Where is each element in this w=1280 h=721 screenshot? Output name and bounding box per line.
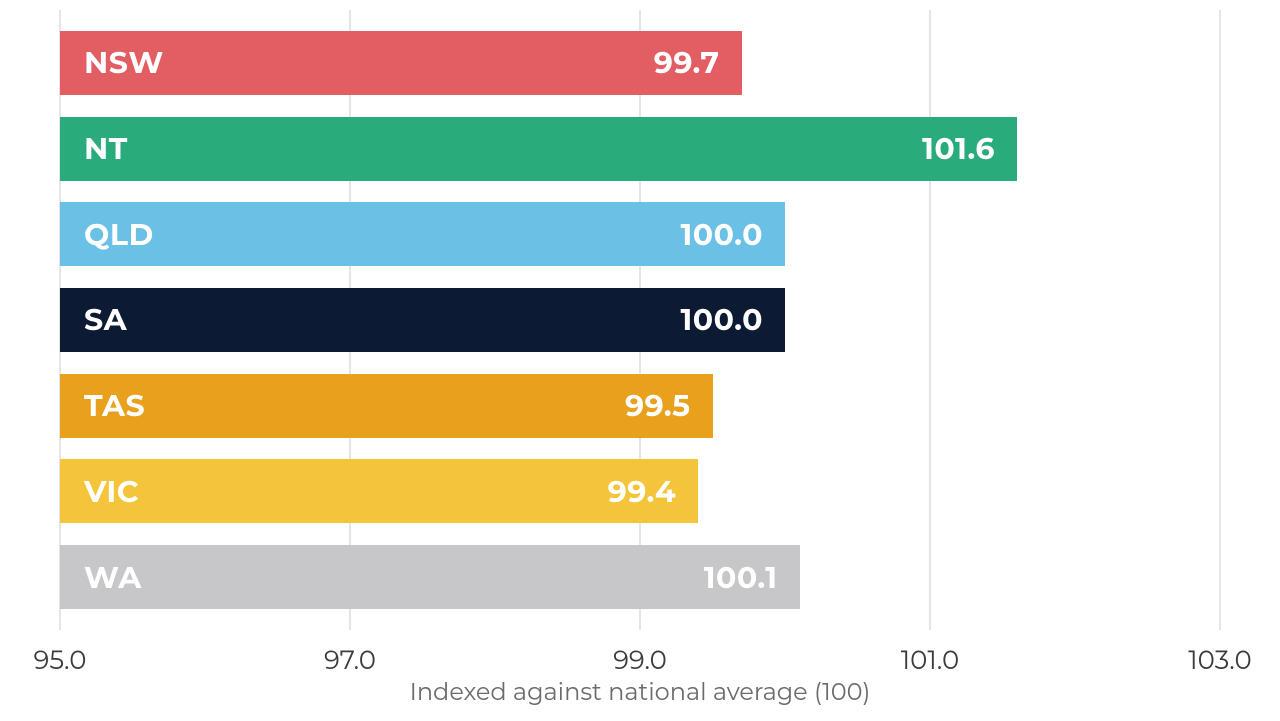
bar-label: QLD xyxy=(84,216,154,253)
bar-label: TAS xyxy=(84,387,145,424)
bar-chart: NSW 99.7 NT 101.6 QLD 100.0 SA 100.0 TAS 99.5 VIC 9… xyxy=(40,10,1240,710)
bar-wa: WA 100.1 xyxy=(60,545,800,609)
bar-value: 99.5 xyxy=(625,387,691,424)
bar-label: NSW xyxy=(84,44,164,81)
bar-row: WA 100.1 xyxy=(60,545,1220,609)
bar-row: SA 100.0 xyxy=(60,288,1220,352)
x-tick: 97.0 xyxy=(324,644,376,676)
bar-value: 101.6 xyxy=(922,130,995,167)
bar-sa: SA 100.0 xyxy=(60,288,785,352)
x-axis-title: Indexed against national average (100) xyxy=(410,678,871,707)
bar-label: WA xyxy=(84,559,142,596)
bar-row: NT 101.6 xyxy=(60,117,1220,181)
bar-value: 100.0 xyxy=(681,216,763,253)
bar-row: QLD 100.0 xyxy=(60,202,1220,266)
bar-value: 99.4 xyxy=(608,473,676,510)
bar-value: 99.7 xyxy=(654,44,720,81)
x-tick: 99.0 xyxy=(613,644,667,676)
x-tick: 103.0 xyxy=(1188,644,1251,676)
bar-label: NT xyxy=(84,130,128,167)
bar-label: SA xyxy=(84,301,127,338)
bar-label: VIC xyxy=(84,473,139,510)
bar-row: VIC 99.4 xyxy=(60,459,1220,523)
bar-row: TAS 99.5 xyxy=(60,374,1220,438)
bar-vic: VIC 99.4 xyxy=(60,459,698,523)
x-tick: 101.0 xyxy=(901,644,959,676)
bar-row: NSW 99.7 xyxy=(60,31,1220,95)
plot-area: NSW 99.7 NT 101.6 QLD 100.0 SA 100.0 TAS 99.5 VIC 9… xyxy=(60,10,1220,630)
bar-nsw: NSW 99.7 xyxy=(60,31,742,95)
x-tick: 95.0 xyxy=(34,644,87,676)
bar-qld: QLD 100.0 xyxy=(60,202,785,266)
bar-value: 100.1 xyxy=(704,559,778,596)
bar-tas: TAS 99.5 xyxy=(60,374,713,438)
bars-container: NSW 99.7 NT 101.6 QLD 100.0 SA 100.0 TAS 99.5 VIC 9… xyxy=(60,10,1220,630)
bar-value: 100.0 xyxy=(681,301,763,338)
bar-nt: NT 101.6 xyxy=(60,117,1017,181)
